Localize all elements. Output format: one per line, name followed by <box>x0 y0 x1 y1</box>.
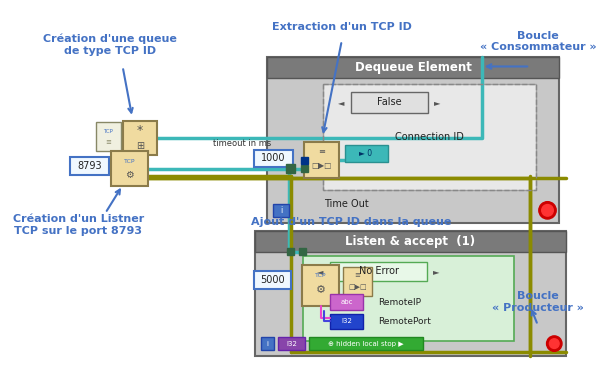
Text: 1000: 1000 <box>261 153 285 163</box>
Text: Listen & accept  (1): Listen & accept (1) <box>345 235 476 248</box>
Bar <box>350 91 428 113</box>
Text: RemotePort: RemotePort <box>379 317 431 326</box>
Text: ⚙: ⚙ <box>125 170 134 180</box>
Bar <box>330 314 363 329</box>
Bar <box>254 271 291 288</box>
Bar <box>309 337 423 350</box>
Text: ⊕ hidden local stop ▶: ⊕ hidden local stop ▶ <box>328 341 404 347</box>
Text: TCP: TCP <box>315 273 326 278</box>
Bar <box>345 145 388 162</box>
Text: □▶□: □▶□ <box>348 284 367 290</box>
Text: Boucle
« Consommateur »: Boucle « Consommateur » <box>479 31 596 52</box>
Text: □▶□: □▶□ <box>311 161 331 170</box>
Bar <box>96 122 121 151</box>
Bar <box>255 231 566 252</box>
Text: I32: I32 <box>286 341 297 347</box>
Text: ≡: ≡ <box>318 147 325 156</box>
Text: i: i <box>267 341 268 347</box>
Text: i: i <box>280 206 282 215</box>
Text: Création d'un Listner
TCP sur le port 8793: Création d'un Listner TCP sur le port 87… <box>13 214 144 236</box>
Text: I32: I32 <box>341 318 352 324</box>
Bar <box>287 248 294 255</box>
Bar <box>301 166 307 172</box>
Bar <box>304 142 339 179</box>
Text: 8793: 8793 <box>78 161 102 171</box>
Circle shape <box>547 336 562 351</box>
Bar <box>267 57 559 223</box>
Text: ≡: ≡ <box>105 140 111 146</box>
Bar <box>330 262 427 281</box>
Text: Ajout d'un TCP ID dans la queue: Ajout d'un TCP ID dans la queue <box>251 217 451 227</box>
Circle shape <box>539 202 556 219</box>
Bar <box>273 204 288 217</box>
Text: 5000: 5000 <box>260 275 285 285</box>
Bar <box>301 157 307 164</box>
Circle shape <box>550 339 559 348</box>
Bar <box>261 337 275 350</box>
Text: abc: abc <box>341 299 353 305</box>
Text: Time Out: Time Out <box>324 199 369 209</box>
Bar <box>70 157 109 175</box>
Text: ≡: ≡ <box>355 272 360 278</box>
Bar <box>122 121 158 155</box>
Text: ⚙: ⚙ <box>316 285 325 295</box>
Bar <box>278 337 305 350</box>
Bar <box>254 149 293 167</box>
Text: TCP: TCP <box>103 129 113 134</box>
Bar <box>343 267 371 296</box>
Bar <box>286 164 295 173</box>
Text: Extraction d'un TCP ID: Extraction d'un TCP ID <box>272 22 411 32</box>
Text: ►: ► <box>434 98 441 107</box>
Text: No Error: No Error <box>359 266 399 276</box>
Text: Création d'une queue
de type TCP ID: Création d'une queue de type TCP ID <box>43 34 177 56</box>
Bar <box>303 256 514 341</box>
Circle shape <box>542 205 553 216</box>
Bar <box>302 265 339 306</box>
Bar <box>299 248 305 255</box>
Text: ►: ► <box>433 266 440 276</box>
Text: ► 0: ► 0 <box>359 149 373 158</box>
Text: Dequeue Element: Dequeue Element <box>355 61 471 74</box>
Text: *: * <box>137 124 143 137</box>
Bar <box>255 231 566 356</box>
Text: ◄: ◄ <box>338 98 344 107</box>
Text: ⊞: ⊞ <box>136 141 144 151</box>
Bar <box>330 295 363 310</box>
Text: timeout in ms: timeout in ms <box>213 139 271 148</box>
Text: Connection ID: Connection ID <box>395 132 464 142</box>
Text: ◄: ◄ <box>318 266 324 276</box>
Bar <box>324 84 536 190</box>
Bar <box>267 57 559 78</box>
Text: Boucle
« Producteur »: Boucle « Producteur » <box>492 291 584 313</box>
Bar <box>111 151 148 186</box>
Text: TCP: TCP <box>124 159 135 164</box>
Text: False: False <box>377 97 401 107</box>
Text: RemoteIP: RemoteIP <box>379 298 422 306</box>
